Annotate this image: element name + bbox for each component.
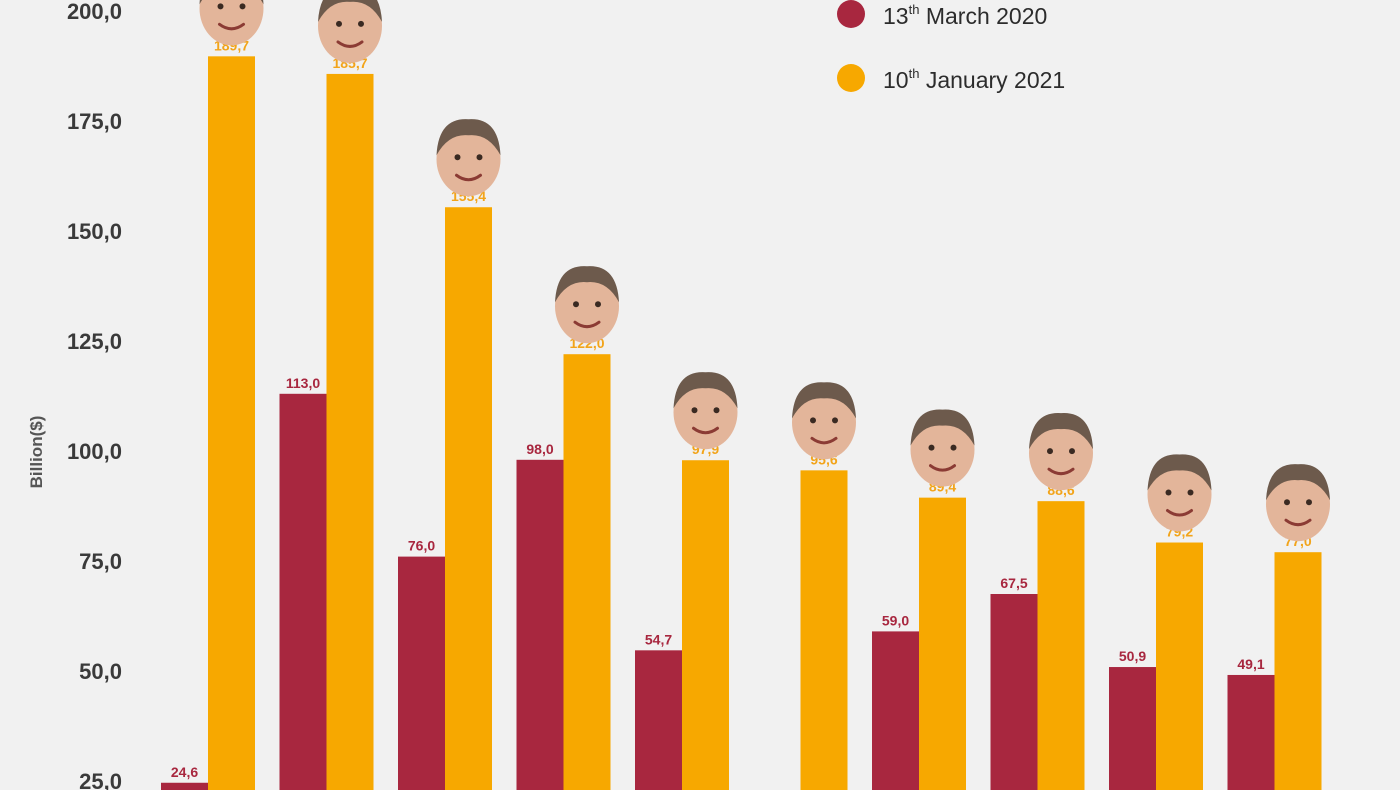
face-icon bbox=[792, 382, 856, 460]
bar-march-2020 bbox=[635, 650, 682, 790]
data-label: 49,1 bbox=[1237, 656, 1264, 672]
bar-january-2021 bbox=[1156, 542, 1203, 790]
bars bbox=[161, 56, 1322, 790]
bar-march-2020 bbox=[161, 782, 208, 790]
bar-january-2021 bbox=[1274, 552, 1322, 790]
y-axis-ticks: 25,0 50,0 75,0 100,0 125,0 150,0 175,0 200,0 bbox=[67, 0, 122, 790]
bar-march-2020 bbox=[516, 459, 564, 790]
bar-march-2020 bbox=[990, 594, 1038, 790]
bar-march-2020 bbox=[872, 631, 919, 790]
bar-january-2021 bbox=[208, 56, 255, 790]
bar-january-2021 bbox=[563, 354, 611, 790]
y-tick-label: 150,0 bbox=[67, 219, 122, 244]
bar-january-2021 bbox=[1037, 501, 1085, 790]
face-icon bbox=[1266, 464, 1330, 542]
face-icon bbox=[199, 0, 264, 46]
y-tick-label: 25,0 bbox=[79, 769, 122, 790]
faces bbox=[199, 0, 1330, 542]
bar-january-2021 bbox=[919, 497, 966, 790]
legend-swatch-march bbox=[837, 0, 865, 28]
bar-march-2020 bbox=[1109, 667, 1156, 790]
face-icon bbox=[1029, 413, 1093, 491]
data-label: 76,0 bbox=[408, 538, 435, 554]
data-label: 54,7 bbox=[645, 631, 672, 647]
data-label: 113,0 bbox=[286, 375, 320, 391]
legend-label-january: 10th January 2021 bbox=[883, 66, 1065, 93]
bar-march-2020 bbox=[1227, 674, 1275, 790]
y-tick-label: 175,0 bbox=[67, 109, 122, 134]
y-tick-label: 200,0 bbox=[67, 0, 122, 24]
data-label: 50,9 bbox=[1119, 648, 1146, 664]
legend-swatch-january bbox=[837, 64, 865, 92]
y-tick-label: 125,0 bbox=[67, 329, 122, 354]
bar-march-2020 bbox=[398, 556, 445, 790]
bar-january-2021 bbox=[326, 73, 374, 790]
face-icon bbox=[318, 0, 382, 63]
face-icon bbox=[436, 119, 501, 197]
face-icon bbox=[555, 266, 619, 344]
bar-march-2020 bbox=[279, 393, 327, 790]
data-label: 24,6 bbox=[171, 764, 198, 780]
data-label: 59,0 bbox=[882, 612, 909, 628]
bar-january-2021 bbox=[800, 470, 848, 790]
data-label: 67,5 bbox=[1000, 575, 1027, 591]
y-tick-label: 50,0 bbox=[79, 659, 122, 684]
data-label: 98,0 bbox=[526, 441, 553, 457]
bar-january-2021 bbox=[445, 207, 492, 790]
face-icon bbox=[673, 372, 738, 450]
legend: 13th March 2020 10th January 2021 bbox=[837, 0, 1065, 93]
legend-label-march: 13th March 2020 bbox=[883, 2, 1047, 29]
y-tick-label: 100,0 bbox=[67, 439, 122, 464]
bar-january-2021 bbox=[682, 460, 729, 790]
y-axis-label: Billion($) bbox=[27, 416, 46, 489]
face-icon bbox=[1147, 454, 1212, 532]
face-icon bbox=[910, 409, 975, 487]
y-tick-label: 75,0 bbox=[79, 549, 122, 574]
